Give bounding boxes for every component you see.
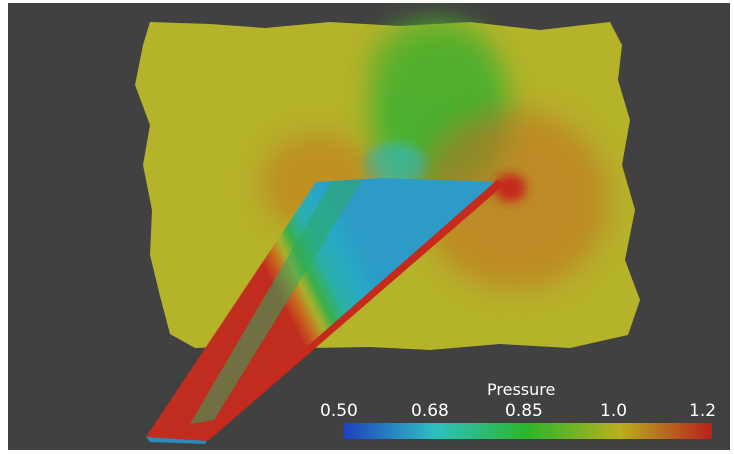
pressure-colorbar [343, 423, 712, 439]
colorbar-tick-label: 0.85 [505, 401, 543, 421]
wing-tip [146, 437, 207, 444]
legend-title: Pressure [487, 380, 556, 399]
colorbar-tick-label: 0.68 [411, 401, 449, 421]
stagnation-point [494, 174, 526, 202]
colorbar-tick-label: 0.50 [320, 401, 358, 421]
wing-leading-edge [204, 180, 505, 440]
swept-wing-surface [146, 178, 505, 444]
colorbar-tick-label: 1.0 [600, 401, 628, 421]
wing-inner-green-band [190, 180, 362, 424]
colorbar-tick-label: 1.2 [689, 401, 717, 421]
green-upper-zone [370, 20, 490, 100]
cyan-tip-zone [363, 143, 427, 187]
